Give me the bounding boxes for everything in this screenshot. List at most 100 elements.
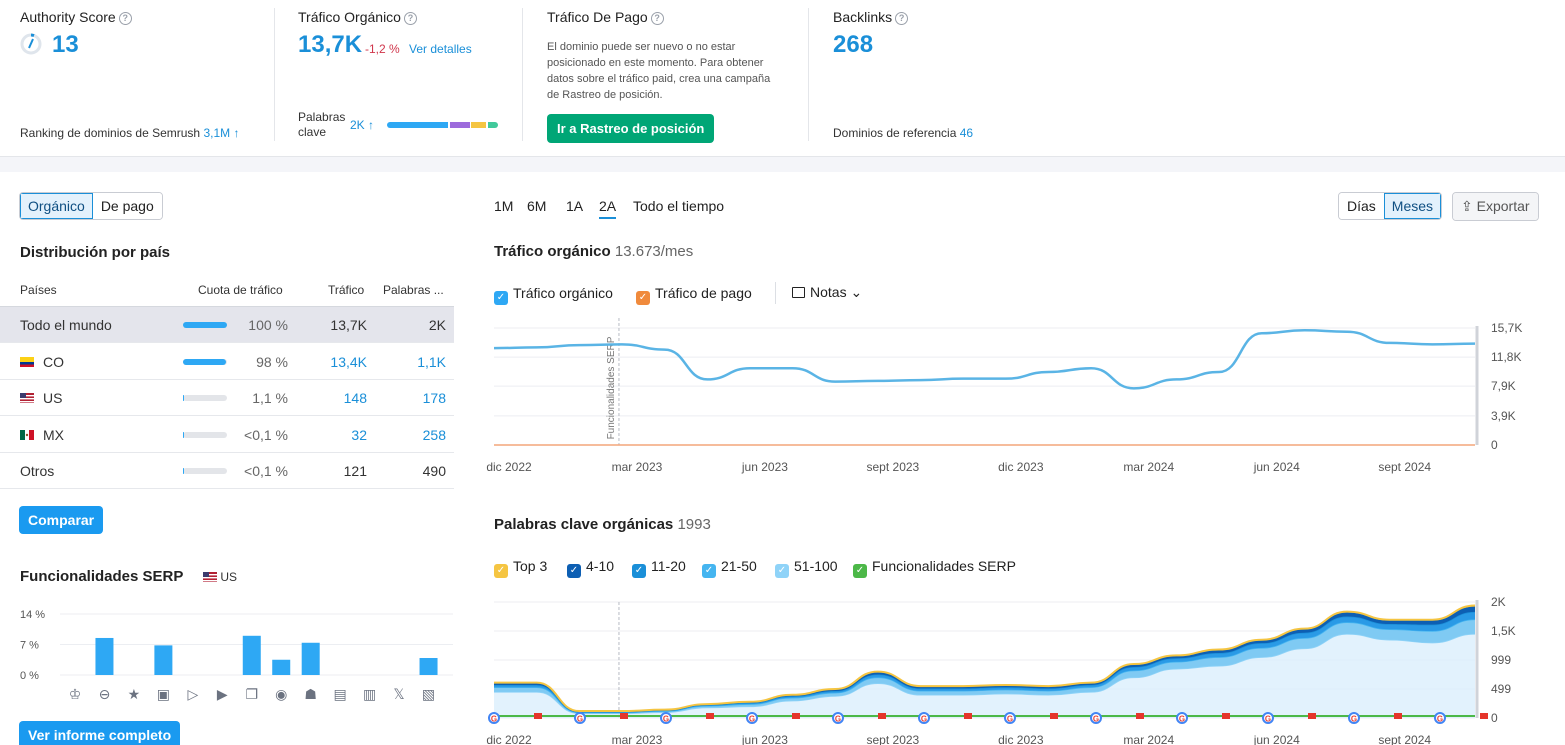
col-keywords[interactable]: Palabras ... — [383, 283, 444, 297]
traffic-value[interactable]: 13,4K — [330, 353, 367, 370]
period-tab-1m[interactable]: 1M — [494, 198, 514, 214]
x-tick-label: sept 2024 — [1378, 460, 1431, 474]
months-button[interactable]: Meses — [1383, 193, 1442, 219]
flag-icon[interactable] — [620, 713, 628, 722]
authority-gauge-icon — [20, 33, 42, 55]
flag-icon[interactable] — [878, 713, 886, 722]
flag-icon[interactable] — [1480, 713, 1488, 722]
serp-feature-icon[interactable]: ★ — [128, 686, 141, 702]
period-tab-2a[interactable]: 2A — [599, 198, 617, 219]
info-icon[interactable]: ? — [895, 12, 909, 25]
legend-organic[interactable]: ✓ Tráfico orgánico — [494, 285, 613, 305]
info-icon[interactable]: ? — [403, 12, 417, 25]
serp-bar[interactable] — [419, 658, 438, 675]
google-update-icon[interactable]: G — [488, 712, 500, 724]
table-row[interactable]: MX <0,1 % 32 258 — [0, 417, 454, 453]
legend-top-3[interactable]: ✓ Top 3 — [494, 558, 547, 578]
keywords-value[interactable]: 178 — [422, 390, 446, 406]
info-icon[interactable]: ? — [118, 12, 132, 25]
google-update-icon[interactable]: G — [746, 712, 758, 724]
period-tab-6m[interactable]: 6M — [527, 198, 547, 214]
serp-feature-icon[interactable]: ◉ — [275, 686, 287, 702]
export-button[interactable]: ⇪ Exportar — [1452, 192, 1539, 221]
google-update-icon[interactable]: G — [918, 712, 930, 724]
svg-text:G: G — [1093, 715, 1099, 724]
serp-feature-icon[interactable]: ▣ — [157, 686, 170, 702]
organic-toggle-button[interactable]: Orgánico — [20, 193, 93, 219]
paid-toggle-button[interactable]: De pago — [92, 193, 162, 219]
us-flag-icon — [20, 393, 34, 403]
serp-feature-icon[interactable]: ☗ — [304, 686, 317, 702]
serp-feature-icon[interactable]: ▧ — [422, 686, 435, 702]
compare-button[interactable]: Comparar — [19, 506, 104, 534]
serp-feature-icon[interactable]: ▷ — [187, 686, 198, 702]
keywords-value[interactable]: 258 — [422, 426, 446, 443]
legend-11-20[interactable]: ✓ 11-20 — [632, 558, 686, 578]
google-update-icon[interactable]: G — [1176, 712, 1188, 724]
keywords-value[interactable]: 1,1K — [417, 353, 446, 370]
traffic-value[interactable]: 148 — [343, 390, 367, 406]
flag-icon[interactable] — [706, 713, 714, 722]
view-details-link[interactable]: Ver detalles — [409, 42, 472, 56]
legend-51-100[interactable]: ✓ 51-100 — [775, 558, 838, 578]
period-tab-todo-el-tiempo[interactable]: Todo el tiempo — [633, 198, 725, 214]
serp-country[interactable]: US — [203, 570, 237, 584]
google-update-icon[interactable]: G — [574, 712, 586, 724]
flag-icon[interactable] — [964, 713, 972, 722]
legend-21-50[interactable]: ✓ 21-50 — [702, 558, 757, 578]
legend-paid[interactable]: ✓ Tráfico de pago — [636, 285, 752, 305]
y-tick-label: 1,5K — [1491, 624, 1516, 638]
y-tick-label: 7,9K — [1491, 379, 1516, 393]
position-tracking-button[interactable]: Ir a Rastreo de posición — [547, 114, 715, 143]
google-update-icon[interactable]: G — [1090, 712, 1102, 724]
serp-bar[interactable] — [95, 637, 114, 675]
flag-icon[interactable] — [1136, 713, 1144, 722]
authority-score-value[interactable]: 13 — [52, 31, 79, 58]
google-update-icon[interactable]: G — [1434, 712, 1446, 724]
flag-icon[interactable] — [534, 713, 542, 722]
serp-feature-icon[interactable]: ▥ — [363, 686, 376, 702]
serp-feature-icon[interactable]: ♔ — [69, 686, 82, 702]
full-report-button[interactable]: Ver informe completo — [19, 721, 181, 745]
google-update-icon[interactable]: G — [1262, 712, 1274, 724]
legend-funcionalidades-serp[interactable]: ✓ Funcionalidades SERP — [853, 558, 1016, 578]
flag-icon[interactable] — [1050, 713, 1058, 722]
period-tab-1a[interactable]: 1A — [566, 198, 584, 214]
table-row[interactable]: US 1,1 % 148 178 — [0, 380, 454, 416]
legend-4-10[interactable]: ✓ 4-10 — [567, 558, 614, 578]
col-countries[interactable]: Países — [20, 283, 57, 297]
flag-icon[interactable] — [1394, 713, 1402, 722]
google-update-icon[interactable]: G — [1348, 712, 1360, 724]
flag-icon[interactable] — [792, 713, 800, 722]
flag-icon[interactable] — [1222, 713, 1230, 722]
serp-bar[interactable] — [154, 645, 173, 675]
serp-feature-icon[interactable]: ▤ — [334, 686, 347, 702]
google-update-icon[interactable]: G — [1004, 712, 1016, 724]
google-update-icon[interactable]: G — [660, 712, 672, 724]
traffic-value[interactable]: 32 — [351, 426, 367, 443]
days-button[interactable]: Días — [1339, 193, 1384, 219]
share-value: 100 % — [248, 317, 288, 333]
serp-bar[interactable] — [301, 642, 320, 675]
google-update-icon[interactable]: G — [832, 712, 844, 724]
serp-feature-icon[interactable]: ▶ — [217, 686, 228, 702]
checkbox-icon: ✓ — [632, 564, 646, 578]
backlinks-value[interactable]: 268 — [833, 31, 874, 58]
col-share[interactable]: Cuota de tráfico — [198, 283, 283, 297]
serp-feature-icon[interactable]: ❐ — [245, 686, 258, 702]
table-row[interactable]: Otros <0,1 % 121 490 — [0, 453, 454, 489]
serp-bar[interactable] — [272, 659, 291, 675]
table-row[interactable]: Todo el mundo 100 % 13,7K 2K — [0, 307, 454, 343]
area-51-100 — [494, 633, 1475, 718]
serp-feature-icon[interactable]: 𝕏 — [393, 686, 404, 702]
serp-bar[interactable] — [242, 635, 261, 675]
keywords-value[interactable]: 2K ↑ — [350, 118, 375, 132]
share-bar — [183, 468, 227, 474]
col-traffic[interactable]: Tráfico — [328, 283, 365, 297]
organic-traffic-value[interactable]: 13,7K — [298, 31, 363, 58]
notes-dropdown[interactable]: Notas ⌄ — [792, 284, 862, 301]
info-icon[interactable]: ? — [650, 12, 664, 25]
serp-feature-icon[interactable]: ⊖ — [99, 686, 111, 702]
flag-icon[interactable] — [1308, 713, 1316, 722]
table-row[interactable]: CO 98 % 13,4K 1,1K — [0, 344, 454, 380]
